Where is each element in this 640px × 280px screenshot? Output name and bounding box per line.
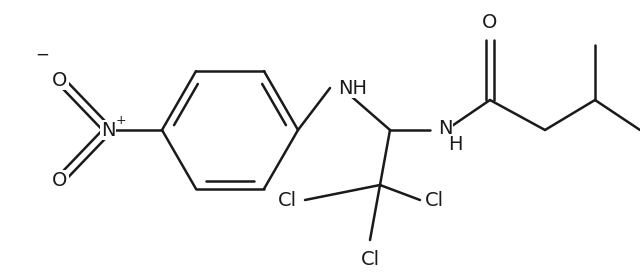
Text: +: + (116, 113, 126, 127)
Text: N: N (438, 118, 452, 137)
Text: −: − (35, 46, 49, 64)
Text: Cl: Cl (425, 190, 444, 209)
Text: O: O (483, 13, 498, 32)
Text: O: O (52, 71, 68, 90)
Text: NH: NH (338, 78, 367, 97)
Text: H: H (448, 134, 463, 153)
Text: Cl: Cl (278, 190, 297, 209)
Text: Cl: Cl (360, 250, 380, 269)
Text: O: O (52, 171, 68, 190)
Text: N: N (100, 120, 115, 139)
